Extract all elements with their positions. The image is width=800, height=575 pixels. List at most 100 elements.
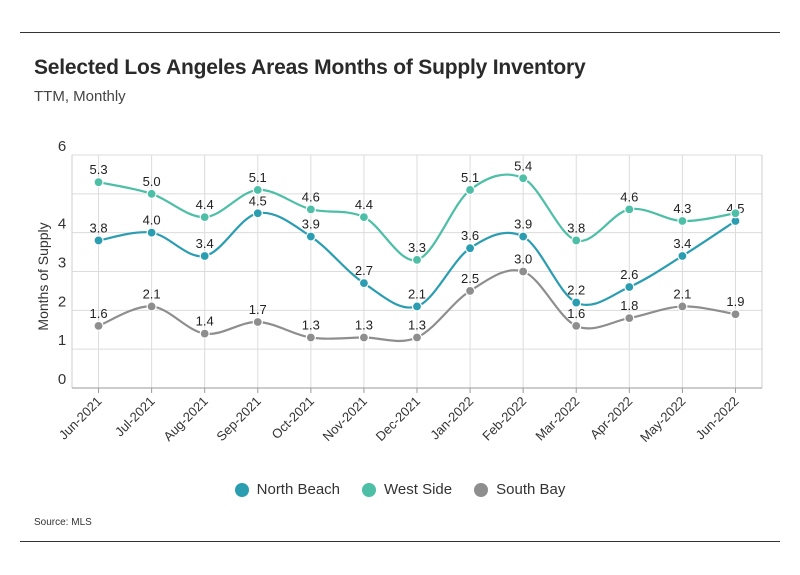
data-label-north-beach: 3.4 <box>196 236 214 251</box>
data-label-south-bay: 1.3 <box>355 318 373 333</box>
data-point-west-side <box>93 177 104 188</box>
data-point-south-bay <box>624 313 635 324</box>
data-point-south-bay <box>464 285 476 297</box>
legend-label-north-beach: North Beach <box>256 481 341 498</box>
data-point-south-bay <box>358 332 370 343</box>
x-tick-label: Feb-2022 <box>479 394 529 444</box>
data-point-north-beach <box>518 231 529 242</box>
data-point-west-side <box>518 173 529 184</box>
chart-title: Selected Los Angeles Areas Months of Sup… <box>34 56 586 79</box>
data-label-west-side: 5.3 <box>89 162 107 177</box>
data-label-north-beach: 4.0 <box>143 213 161 228</box>
data-point-south-bay <box>411 332 423 343</box>
data-label-west-side: 3.8 <box>567 220 585 235</box>
data-label-west-side: 4.3 <box>673 201 691 216</box>
data-label-north-beach: 2.2 <box>567 283 585 298</box>
x-tick-label: Mar-2022 <box>532 394 582 444</box>
data-point-west-side <box>624 204 635 215</box>
x-tick-label: Aug-2021 <box>160 394 210 444</box>
x-tick-label: May-2022 <box>637 394 688 445</box>
top-rule <box>20 32 780 33</box>
legend-swatch-south-bay <box>474 482 489 497</box>
data-point-north-beach <box>252 208 263 219</box>
data-label-north-beach: 3.6 <box>461 228 479 243</box>
y-tick-label: 4 <box>58 216 66 233</box>
data-label-south-bay: 1.9 <box>726 294 744 309</box>
data-point-west-side <box>571 235 582 246</box>
x-tick-label: Jan-2022 <box>427 394 476 443</box>
x-tick-label: Oct-2021 <box>269 394 317 442</box>
data-point-south-bay <box>199 328 210 339</box>
y-tick-label: 2 <box>58 293 66 310</box>
data-label-south-bay: 1.7 <box>249 302 267 317</box>
data-point-north-beach <box>571 297 582 308</box>
data-label-south-bay: 2.1 <box>673 286 691 301</box>
data-point-west-side <box>358 212 370 223</box>
y-axis-title: Months of Supply <box>35 222 51 330</box>
data-point-south-bay <box>146 301 157 312</box>
x-tick-label: Nov-2021 <box>320 394 370 444</box>
data-label-west-side: 5.0 <box>143 174 161 189</box>
data-point-west-side <box>464 184 476 196</box>
data-label-north-beach: 3.8 <box>89 220 107 235</box>
data-label-south-bay: 1.4 <box>196 314 214 329</box>
legend-label-west-side: West Side <box>384 481 453 498</box>
data-label-west-side: 4.6 <box>620 189 638 204</box>
data-point-south-bay <box>252 316 263 328</box>
data-point-north-beach <box>464 243 476 254</box>
legend-item-west-side: West Side <box>362 481 452 498</box>
data-point-south-bay <box>93 320 104 331</box>
data-point-west-side <box>730 208 741 219</box>
data-point-west-side <box>146 188 157 199</box>
chart-legend: North Beach West Side South Bay <box>0 481 800 498</box>
data-point-north-beach <box>624 281 635 293</box>
y-tick-label: 3 <box>58 255 66 272</box>
y-tick-label: 1 <box>58 332 66 349</box>
data-label-west-side: 5.4 <box>514 158 532 173</box>
y-tick-label: 6 <box>58 138 66 155</box>
data-point-north-beach <box>199 250 210 262</box>
data-label-west-side: 5.1 <box>249 170 267 185</box>
data-label-west-side: 5.1 <box>461 170 479 185</box>
data-label-north-beach: 2.1 <box>408 286 426 301</box>
legend-label-south-bay: South Bay <box>496 481 566 498</box>
data-point-north-beach <box>93 235 104 246</box>
data-point-north-beach <box>411 301 423 312</box>
legend-swatch-west-side <box>362 482 377 497</box>
data-point-south-bay <box>677 301 688 312</box>
data-point-north-beach <box>677 250 688 262</box>
data-label-south-bay: 1.8 <box>620 298 638 313</box>
data-point-south-bay <box>518 266 529 277</box>
x-tick-label: Apr-2022 <box>587 394 635 442</box>
x-tick-label: Jun-2022 <box>693 394 742 443</box>
data-label-south-bay: 3.0 <box>514 252 532 267</box>
chart-subtitle: TTM, Monthly <box>34 88 126 105</box>
data-label-north-beach: 2.7 <box>355 263 373 278</box>
data-point-west-side <box>305 204 316 215</box>
legend-item-south-bay: South Bay <box>474 481 565 498</box>
data-label-west-side: 3.3 <box>408 240 426 255</box>
data-point-south-bay <box>305 332 316 343</box>
x-tick-label: Dec-2021 <box>373 394 423 444</box>
data-label-north-beach: 3.9 <box>514 217 532 232</box>
bottom-rule <box>20 541 780 542</box>
data-label-west-side: 4.6 <box>302 189 320 204</box>
data-point-west-side <box>411 254 423 265</box>
data-point-north-beach <box>358 278 370 289</box>
y-tick-label: 0 <box>58 371 66 388</box>
x-tick-label: Jun-2021 <box>56 394 105 443</box>
data-label-north-beach: 3.4 <box>673 236 691 251</box>
data-label-south-bay: 1.3 <box>302 318 320 333</box>
data-label-west-side: 4.4 <box>196 197 214 212</box>
x-tick-label: Sep-2021 <box>213 394 263 444</box>
data-point-north-beach <box>305 231 316 242</box>
data-label-south-bay: 1.3 <box>408 318 426 333</box>
source-note: Source: MLS <box>34 517 92 528</box>
data-point-south-bay <box>730 309 741 320</box>
legend-swatch-north-beach <box>234 482 249 497</box>
data-point-north-beach <box>146 227 157 238</box>
data-point-west-side <box>199 212 210 223</box>
data-point-west-side <box>677 215 688 227</box>
data-label-south-bay: 1.6 <box>89 306 107 321</box>
